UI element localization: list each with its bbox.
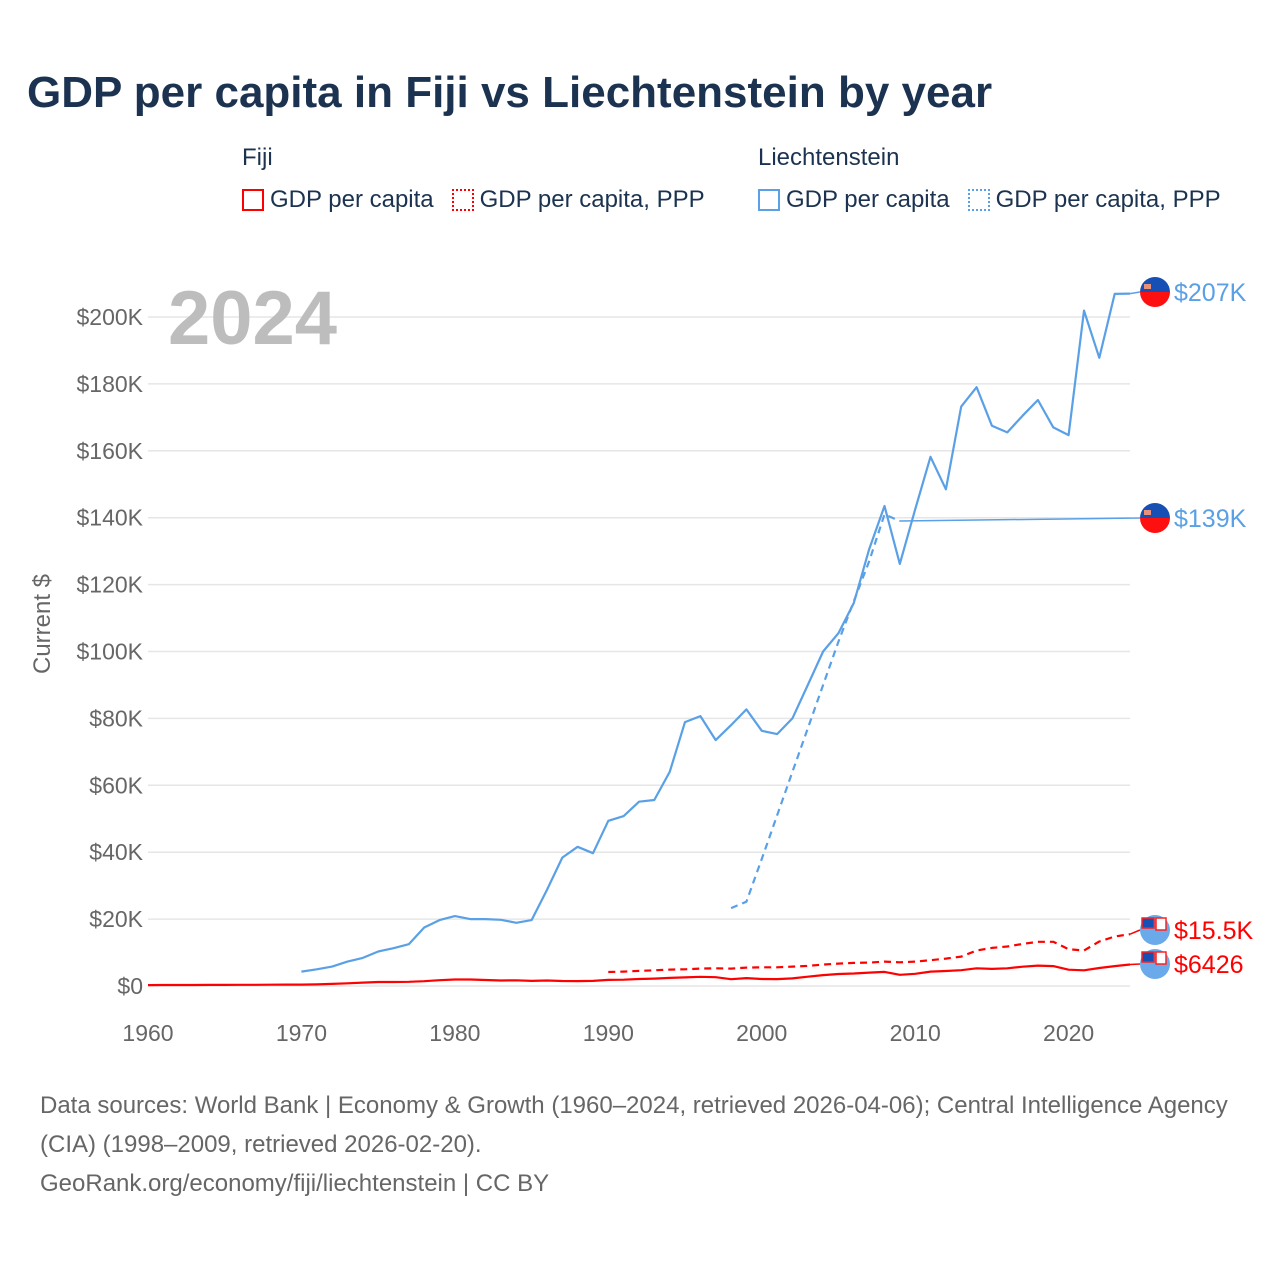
y-tick-label: $0	[117, 973, 143, 999]
series-lines	[147, 291, 1141, 987]
legend-item-liechtenstein-gdp[interactable]: GDP per capita	[758, 186, 950, 214]
union-jack-icon	[1141, 951, 1155, 963]
legend-group-liechtenstein: Liechtenstein GDP per capita GDP per cap…	[758, 144, 1221, 214]
x-tick-label: 2020	[1043, 1020, 1094, 1046]
y-tick-label: $60K	[89, 772, 143, 798]
legend-group-fiji: Fiji GDP per capita GDP per capita, PPP	[242, 144, 705, 214]
legend-swatch-solid	[242, 189, 264, 211]
y-tick-label: $200K	[76, 304, 143, 330]
end-connector	[1129, 929, 1141, 935]
legend-group-label: Liechtenstein	[758, 144, 900, 171]
year-watermark: 2024	[168, 276, 337, 361]
union-jack-icon	[1141, 917, 1155, 929]
y-tick-label: $80K	[89, 705, 143, 731]
y-tick-label: $160K	[76, 438, 143, 464]
series-line-fiji-gdp-per-capita	[147, 963, 1131, 987]
end-connector	[899, 517, 1141, 522]
x-tick-label: 1960	[122, 1020, 173, 1046]
legend-swatch-dotted	[451, 189, 474, 211]
fiji-flag-icon	[1140, 915, 1170, 945]
shield-icon	[1155, 917, 1167, 931]
legend-item-fiji-ppp[interactable]: GDP per capita, PPP	[451, 186, 705, 214]
end-connector	[1129, 291, 1141, 295]
y-tick-label: $40K	[89, 839, 143, 865]
y-axis-ticks: $0 $20K $40K $60K $80K $100K $120K $140K $160K $1…	[76, 304, 143, 999]
x-axis-ticks: 1960 1970 1980 1990 2000 2010 2020	[122, 1020, 1094, 1046]
end-labels: $207K $139K $6426 $15.5K	[1140, 277, 1254, 979]
crown-icon	[1144, 284, 1151, 289]
line-chart: $0 $20K $40K $60K $80K $100K $120K $140K $160K $1…	[29, 276, 1254, 1046]
legend-swatch-dotted	[967, 189, 990, 211]
x-tick-label: 1990	[583, 1020, 634, 1046]
end-value-label: $207K	[1174, 279, 1247, 307]
series-line-liechtenstein-gdp-per-capita-ppp	[730, 513, 901, 910]
x-tick-label: 1970	[276, 1020, 327, 1046]
source-link[interactable]: GeoRank.org/economy/fiji/liechtenstein |…	[40, 1170, 550, 1197]
x-tick-label: 1980	[429, 1020, 480, 1046]
grid-lines	[148, 316, 1130, 987]
end-connector	[1129, 963, 1141, 966]
footer: Data sources: World Bank | Economy & Gro…	[40, 1086, 1250, 1203]
y-axis-label: Current $	[29, 574, 56, 674]
flag-red-half	[1140, 292, 1170, 307]
x-tick-label: 2010	[890, 1020, 941, 1046]
y-tick-label: $180K	[76, 371, 143, 397]
end-value-label: $139K	[1174, 505, 1247, 533]
series-line-liechtenstein-gdp-per-capita	[301, 292, 1131, 973]
crown-icon	[1144, 510, 1151, 515]
y-tick-label: $20K	[89, 906, 143, 932]
legend-item-fiji-gdp[interactable]: GDP per capita	[242, 186, 434, 214]
y-tick-label: $140K	[76, 505, 143, 531]
liechtenstein-flag-icon	[1140, 277, 1170, 307]
legend-item-liechtenstein-ppp[interactable]: GDP per capita, PPP	[967, 186, 1221, 214]
liechtenstein-flag-icon	[1140, 503, 1170, 533]
chart-title: GDP per capita in Fiji vs Liechtenstein …	[27, 68, 993, 117]
legend-label: GDP per capita, PPP	[995, 186, 1221, 213]
shield-icon	[1155, 951, 1167, 965]
flag-red-half	[1140, 518, 1170, 533]
y-tick-label: $120K	[76, 572, 143, 598]
data-sources: Data sources: World Bank | Economy & Gro…	[40, 1092, 1228, 1158]
legend-label: GDP per capita, PPP	[479, 186, 705, 213]
end-value-label: $6426	[1174, 951, 1244, 979]
legend-label: GDP per capita	[786, 186, 950, 213]
legend-label: GDP per capita	[270, 186, 434, 213]
legend-swatch-solid	[758, 189, 780, 211]
x-tick-label: 2000	[736, 1020, 787, 1046]
legend-group-label: Fiji	[242, 144, 273, 171]
series-line-fiji-gdp-per-capita-ppp	[608, 933, 1131, 974]
y-tick-label: $100K	[76, 639, 143, 665]
end-value-label: $15.5K	[1174, 917, 1254, 945]
fiji-flag-icon	[1140, 949, 1170, 979]
